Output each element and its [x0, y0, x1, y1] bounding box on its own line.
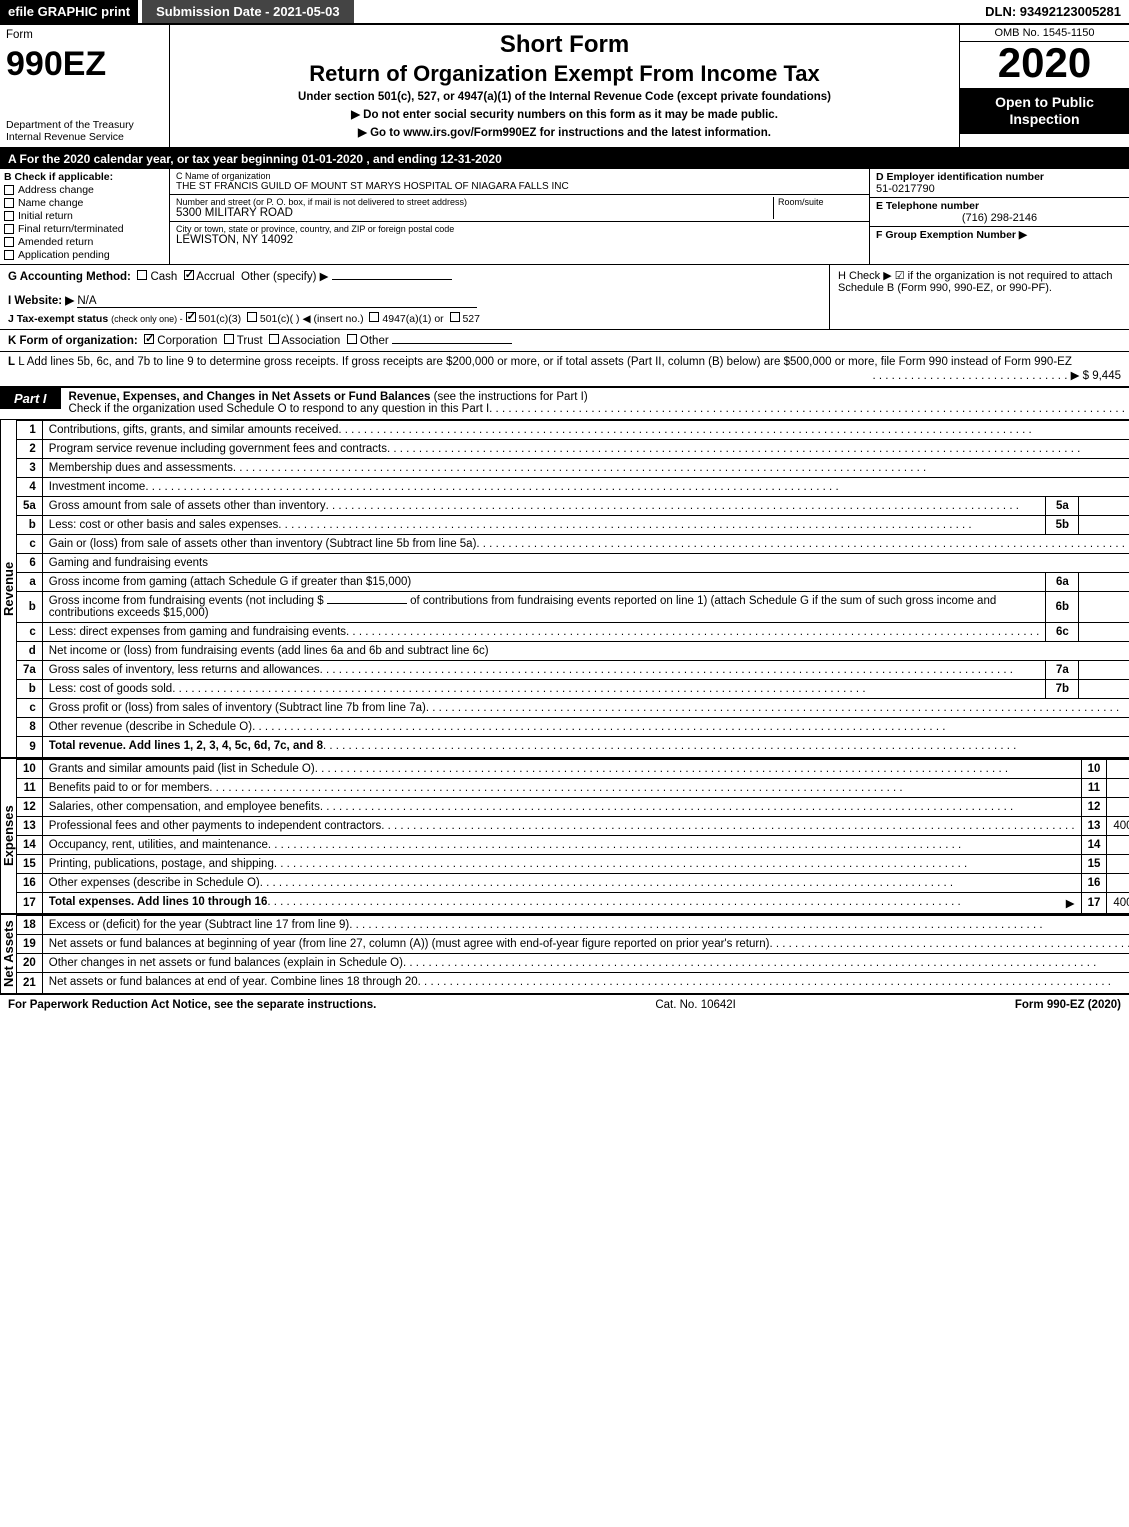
box-c-room-label: Room/suite: [778, 197, 863, 207]
form-header: Form 990EZ Department of the Treasury In…: [0, 25, 1129, 149]
chk-initial-return[interactable]: [4, 211, 14, 221]
title-return: Return of Organization Exempt From Incom…: [180, 61, 949, 87]
efile-print-label[interactable]: efile GRAPHIC print: [0, 0, 138, 23]
website-value: N/A: [77, 295, 477, 308]
part1-header: Part I Revenue, Expenses, and Changes in…: [0, 387, 1129, 420]
part1-note: (see the instructions for Part I): [434, 391, 588, 403]
box-c: C Name of organization THE ST FRANCIS GU…: [170, 169, 869, 264]
part1-title: Revenue, Expenses, and Changes in Net As…: [69, 391, 431, 403]
box-c-name-label: C Name of organization: [176, 171, 863, 181]
box-b: B Check if applicable: Address change Na…: [0, 169, 170, 264]
chk-corporation[interactable]: [144, 334, 154, 344]
org-address: 5300 MILITARY ROAD: [176, 207, 773, 219]
chk-other-org[interactable]: [347, 334, 357, 344]
chk-address-change[interactable]: [4, 185, 14, 195]
other-method-input[interactable]: [332, 279, 452, 280]
part1-tag: Part I: [0, 388, 61, 409]
box-d-label: D Employer identification number: [876, 171, 1123, 183]
revenue-table: 1Contributions, gifts, grants, and simil…: [16, 420, 1129, 758]
revenue-section: Revenue 1Contributions, gifts, grants, a…: [0, 420, 1129, 759]
ein-value: 51-0217790: [876, 183, 1123, 195]
gross-receipts: $ 9,445: [1083, 370, 1121, 382]
tax-year: 2020: [960, 42, 1129, 88]
expenses-table: 10Grants and similar amounts paid (list …: [16, 759, 1129, 914]
part1-check-text: Check if the organization used Schedule …: [69, 403, 490, 415]
val-5b: 0: [1079, 516, 1129, 535]
line-gh: G Accounting Method: Cash Accrual Other …: [0, 265, 1129, 330]
expenses-section: Expenses 10Grants and similar amounts pa…: [0, 759, 1129, 915]
subtitle-section: Under section 501(c), 527, or 4947(a)(1)…: [180, 91, 949, 103]
chk-cash[interactable]: [137, 270, 147, 280]
box-c-addr-label: Number and street (or P. O. box, if mail…: [176, 197, 773, 207]
box-def: D Employer identification number 51-0217…: [869, 169, 1129, 264]
irs-label: Internal Revenue Service: [6, 131, 163, 143]
org-city: LEWISTON, NY 14092: [176, 234, 863, 246]
header-mid: Short Form Return of Organization Exempt…: [170, 25, 959, 147]
subtitle-goto: ▶ Go to www.irs.gov/Form990EZ for instru…: [180, 125, 949, 139]
chk-501c3[interactable]: [186, 312, 196, 322]
box-b-label: B Check if applicable:: [4, 171, 165, 183]
val-7b: 6,119: [1079, 680, 1129, 699]
netassets-section: Net Assets 18Excess or (deficit) for the…: [0, 915, 1129, 995]
page-footer: For Paperwork Reduction Act Notice, see …: [0, 995, 1129, 1015]
revenue-side-label: Revenue: [0, 420, 16, 758]
chk-association[interactable]: [269, 334, 279, 344]
other-org-input[interactable]: [392, 343, 512, 344]
val-13: 400: [1107, 817, 1129, 836]
chk-amended-return[interactable]: [4, 237, 14, 247]
form-number: 990EZ: [6, 47, 163, 81]
open-inspection: Open to Public Inspection: [960, 88, 1129, 134]
header-right: OMB No. 1545-1150 2020 Open to Public In…: [959, 25, 1129, 147]
phone-value: (716) 298-2146: [876, 212, 1123, 224]
chk-accrual[interactable]: [184, 270, 194, 280]
val-6c: 0: [1079, 623, 1129, 642]
netassets-side-label: Net Assets: [0, 915, 16, 994]
line-g: G Accounting Method: Cash Accrual Other …: [8, 269, 821, 283]
box-c-city-label: City or town, state or province, country…: [176, 224, 863, 234]
header-left: Form 990EZ Department of the Treasury In…: [0, 25, 170, 147]
footer-form: Form 990-EZ (2020): [1015, 999, 1121, 1011]
org-name: THE ST FRANCIS GUILD OF MOUNT ST MARYS H…: [176, 181, 863, 192]
title-short-form: Short Form: [180, 31, 949, 59]
chk-501c[interactable]: [247, 312, 257, 322]
dln-label: DLN: 93492123005281: [977, 0, 1129, 23]
chk-application-pending[interactable]: [4, 250, 14, 260]
chk-527[interactable]: [450, 312, 460, 322]
expenses-side-label: Expenses: [0, 759, 16, 914]
submission-date: Submission Date - 2021-05-03: [142, 0, 354, 23]
line-i: I Website: ▶ N/A: [8, 293, 821, 308]
line-k: K Form of organization: Corporation Trus…: [0, 330, 1129, 352]
footer-left: For Paperwork Reduction Act Notice, see …: [8, 999, 376, 1011]
info-block: B Check if applicable: Address change Na…: [0, 169, 1129, 265]
footer-catalog: Cat. No. 10642I: [655, 999, 736, 1011]
line-h: H Check ▶ ☑ if the organization is not r…: [829, 265, 1129, 329]
chk-4947[interactable]: [369, 312, 379, 322]
val-7a: 8,584: [1079, 661, 1129, 680]
line-l: L L Add lines 5b, 6c, and 7b to line 9 t…: [0, 352, 1129, 387]
form-label: Form: [6, 29, 33, 41]
period-bar: A For the 2020 calendar year, or tax yea…: [0, 149, 1129, 169]
netassets-table: 18Excess or (deficit) for the year (Subt…: [16, 915, 1129, 994]
chk-final-return[interactable]: [4, 224, 14, 234]
chk-trust[interactable]: [224, 334, 234, 344]
val-6b: 0: [1079, 592, 1129, 623]
val-17: 400: [1107, 893, 1129, 914]
top-bar: efile GRAPHIC print Submission Date - 20…: [0, 0, 1129, 25]
chk-name-change[interactable]: [4, 198, 14, 208]
line-j: J Tax-exempt status (check only one) - 5…: [8, 312, 821, 325]
dept-treasury: Department of the Treasury: [6, 119, 163, 131]
subtitle-ssn: ▶ Do not enter social security numbers o…: [180, 107, 949, 121]
box-e-label: E Telephone number: [876, 200, 1123, 212]
fundraising-contrib-input[interactable]: [327, 603, 407, 604]
box-f-label: F Group Exemption Number ▶: [876, 229, 1123, 241]
